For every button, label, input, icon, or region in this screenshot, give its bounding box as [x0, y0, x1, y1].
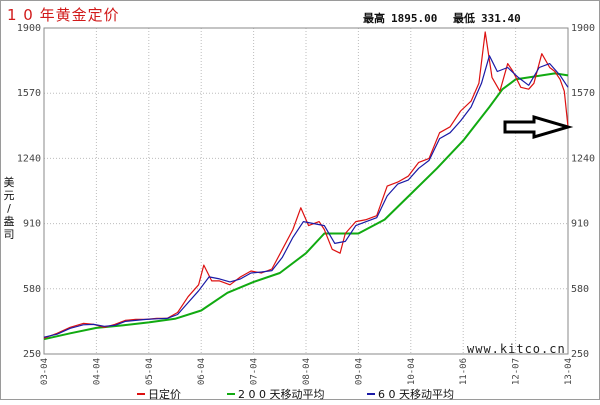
- y-tick-label: 250: [571, 349, 589, 360]
- x-tick-label: 06-04: [197, 358, 207, 385]
- legend: 日定价 2 0 0 天移动平均 6 0 天移动平均: [137, 387, 454, 401]
- y-tick-labels-right: 250 580 910 1240 1570 1900: [571, 23, 595, 360]
- y-tick-label: 1900: [17, 23, 41, 34]
- y-axis-label-char: 盎: [4, 214, 15, 228]
- x-tick-label: 07-04: [250, 358, 260, 385]
- x-tick-label: 09-04: [354, 358, 364, 385]
- y-tick-label: 580: [571, 284, 589, 295]
- y-tick-label: 910: [23, 219, 41, 230]
- chart-title: 1 0 年黄金定价: [7, 6, 120, 24]
- y-tick-labels-left: 250 580 910 1240 1570 1900: [17, 23, 41, 360]
- series-layer: [43, 31, 569, 341]
- x-tick-label: 04-04: [92, 358, 102, 385]
- x-tick-label: 05-04: [145, 358, 155, 385]
- low-value: 331.40: [481, 12, 521, 25]
- y-axis-label-char: 司: [4, 228, 15, 241]
- y-tick-label: 910: [571, 219, 589, 230]
- high-value: 1895.00: [391, 12, 437, 25]
- y-tick-label: 1570: [17, 88, 41, 99]
- legend-label: 2 0 0 天移动平均: [238, 388, 325, 401]
- high-label: 最高: [363, 11, 385, 25]
- series-line: [43, 72, 569, 341]
- x-tick-label: 03-04: [40, 358, 50, 385]
- y-axis-label-char: 美: [4, 176, 15, 189]
- legend-label: 6 0 天移动平均: [378, 388, 454, 401]
- x-tick-label: 13-04: [564, 358, 574, 385]
- plot-frame: [43, 27, 569, 355]
- x-tick-label: 08-04: [302, 358, 312, 385]
- x-tick-label: 10-04: [407, 358, 417, 385]
- y-tick-label: 1240: [17, 153, 41, 164]
- low-label: 最低: [453, 11, 475, 25]
- arrow-icon: [503, 114, 574, 140]
- y-tick-label: 1900: [571, 23, 595, 34]
- y-tick-label: 1570: [571, 88, 595, 99]
- grid-layer: [43, 27, 569, 355]
- y-axis-label-char: /: [7, 202, 11, 215]
- x-tick-label: 12-07: [512, 358, 522, 385]
- series-line: [43, 55, 569, 338]
- y-tick-label: 580: [23, 284, 41, 295]
- y-axis-label-char: 元: [4, 189, 15, 202]
- y-tick-label: 250: [23, 349, 41, 360]
- y-tick-label: 1240: [571, 153, 595, 164]
- legend-label: 日定价: [148, 387, 181, 401]
- x-tick-label: 11-06: [459, 358, 469, 385]
- x-tick-labels: 03-04 04-04 05-04 06-04 07-04 08-04 09-04 10-04…: [40, 358, 574, 385]
- y-axis-label: 美元/盎司: [4, 176, 15, 241]
- watermark-text: www.kitco.cn: [467, 342, 566, 356]
